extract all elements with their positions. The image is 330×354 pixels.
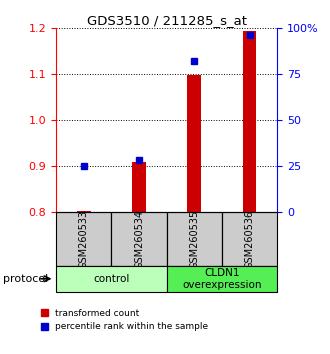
Text: GSM260533: GSM260533	[79, 209, 89, 269]
Text: protocol: protocol	[3, 274, 49, 284]
Bar	[187, 75, 201, 212]
FancyBboxPatch shape	[167, 212, 222, 266]
FancyBboxPatch shape	[167, 266, 277, 292]
Legend: transformed count, percentile rank within the sample: transformed count, percentile rank withi…	[41, 309, 208, 331]
FancyBboxPatch shape	[56, 266, 167, 292]
Bar	[77, 211, 91, 212]
FancyBboxPatch shape	[112, 212, 167, 266]
Text: GSM260536: GSM260536	[245, 209, 254, 269]
Bar	[132, 162, 146, 212]
Title: GDS3510 / 211285_s_at: GDS3510 / 211285_s_at	[87, 14, 247, 27]
FancyBboxPatch shape	[56, 212, 112, 266]
Text: GSM260535: GSM260535	[189, 209, 199, 269]
FancyBboxPatch shape	[222, 212, 277, 266]
Text: GSM260534: GSM260534	[134, 209, 144, 269]
Bar	[243, 30, 256, 212]
Text: control: control	[93, 274, 130, 284]
Text: CLDN1
overexpression: CLDN1 overexpression	[182, 268, 262, 290]
